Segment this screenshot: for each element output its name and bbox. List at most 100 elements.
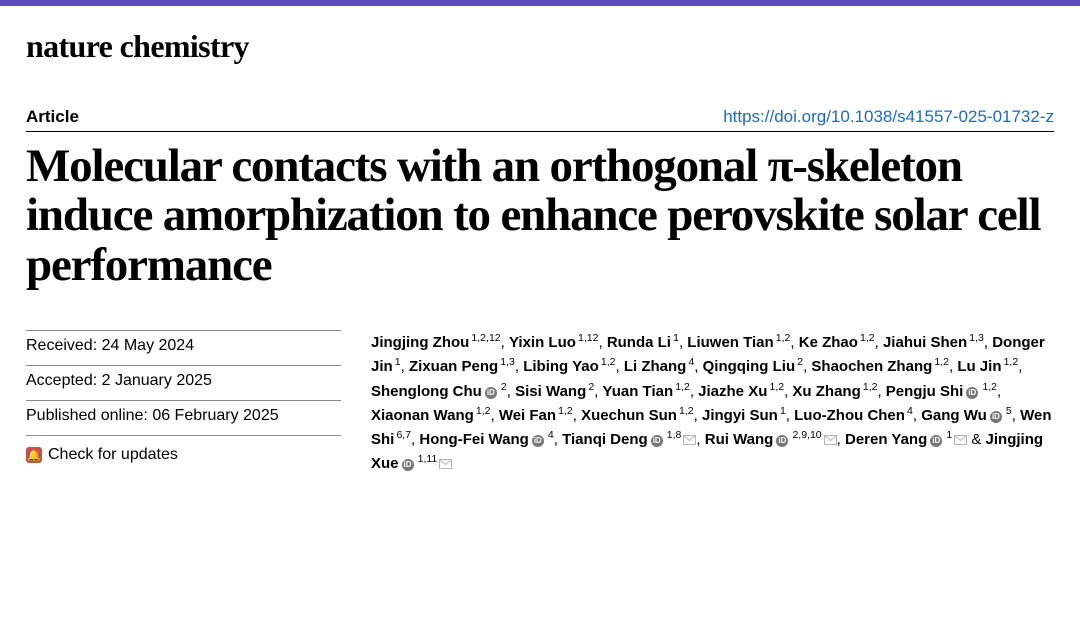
author-name: Runda Li <box>607 334 671 351</box>
author[interactable]: Lu Jin 1,2 <box>957 358 1018 375</box>
author-affiliations: 1,2 <box>474 405 491 417</box>
author-name: Jiazhe Xu <box>698 383 767 400</box>
author[interactable]: Li Zhang 4 <box>624 358 694 375</box>
author-separator: , <box>1012 407 1020 424</box>
author-affiliations: 1,2 <box>556 405 573 417</box>
author-affiliations: 5 <box>1004 405 1012 417</box>
author-affiliations: 2 <box>499 381 507 393</box>
author[interactable]: Jingjing Zhou 1,2,12 <box>371 334 501 351</box>
author-separator: , <box>913 407 921 424</box>
author-name: Xu Zhang <box>792 383 860 400</box>
author[interactable]: Shenglong ChuiD 2 <box>371 383 507 400</box>
author-name: Li Zhang <box>624 358 687 375</box>
mail-icon[interactable] <box>824 435 837 445</box>
check-for-updates[interactable]: 🔔 Check for updates <box>26 436 341 464</box>
author-name: Hong-Fei Wang <box>419 431 528 448</box>
mail-icon[interactable] <box>954 435 967 445</box>
author-separator: , <box>401 358 409 375</box>
author-affiliations: 1,2 <box>1001 356 1018 368</box>
received-date: Received: 24 May 2024 <box>26 330 341 366</box>
author-separator: , <box>837 431 845 448</box>
author-affiliations: 1 <box>393 356 401 368</box>
orcid-icon[interactable]: iD <box>930 435 942 447</box>
doi-link[interactable]: https://doi.org/10.1038/s41557-025-01732… <box>723 107 1054 127</box>
author-separator: , <box>1018 358 1022 375</box>
author[interactable]: Runda Li 1 <box>607 334 679 351</box>
author[interactable]: Zixuan Peng 1,3 <box>409 358 515 375</box>
author-name: Jingyi Sun <box>702 407 778 424</box>
author-name: Jingjing Zhou <box>371 334 469 351</box>
author-affiliations: 1,2 <box>599 356 616 368</box>
author-separator: , <box>594 383 602 400</box>
orcid-icon[interactable]: iD <box>402 459 414 471</box>
author-affiliations: 1,2 <box>774 332 791 344</box>
author[interactable]: Xiaonan Wang 1,2 <box>371 407 490 424</box>
orcid-icon[interactable]: iD <box>485 387 497 399</box>
orcid-icon[interactable]: iD <box>776 435 788 447</box>
author-name: Xiaonan Wang <box>371 407 474 424</box>
author[interactable]: Rui WangiD 2,9,10 <box>705 431 837 448</box>
lower-section: Received: 24 May 2024 Accepted: 2 Januar… <box>26 330 1054 476</box>
author-separator: , <box>690 383 698 400</box>
author-separator: , <box>490 407 498 424</box>
author-affiliations: 1,2 <box>673 381 690 393</box>
author-name: Gang Wu <box>921 407 987 424</box>
author-affiliations: 1,2 <box>932 356 949 368</box>
author-separator: , <box>573 407 581 424</box>
meta-row: Article https://doi.org/10.1038/s41557-0… <box>26 107 1054 132</box>
author-separator: , <box>507 383 515 400</box>
author-affiliations: 1,2 <box>858 332 875 344</box>
author[interactable]: Sisi Wang 2 <box>515 383 594 400</box>
mail-icon[interactable] <box>439 459 452 469</box>
accepted-date: Accepted: 2 January 2025 <box>26 366 341 401</box>
author[interactable]: Gang WuiD 5 <box>921 407 1012 424</box>
orcid-icon[interactable]: iD <box>532 435 544 447</box>
updates-bell-icon: 🔔 <box>26 447 42 463</box>
author[interactable]: Ke Zhao 1,2 <box>799 334 875 351</box>
author[interactable]: Shaochen Zhang 1,2 <box>811 358 949 375</box>
author-name: Xuechun Sun <box>581 407 677 424</box>
author-affiliations: 2 <box>586 381 594 393</box>
author-affiliations: 1,12 <box>576 332 599 344</box>
author-affiliations: 1 <box>778 405 786 417</box>
author-affiliations: 4 <box>905 405 913 417</box>
author-separator: , <box>501 334 509 351</box>
author[interactable]: Hong-Fei WangiD 4 <box>419 431 553 448</box>
author-affiliations: 2 <box>795 356 803 368</box>
author-affiliations: 1,2,12 <box>469 332 500 344</box>
author[interactable]: Pengju ShiiD 1,2 <box>886 383 997 400</box>
article-title: Molecular contacts with an orthogonal π-… <box>26 142 1054 290</box>
author-name: Luo-Zhou Chen <box>794 407 905 424</box>
article-header-region: nature chemistry Article https://doi.org… <box>0 6 1080 496</box>
author[interactable]: Deren YangiD 1 <box>845 431 967 448</box>
author[interactable]: Wei Fan 1,2 <box>499 407 573 424</box>
author[interactable]: Libing Yao 1,2 <box>523 358 615 375</box>
author-affiliations: 1,11 <box>416 453 438 465</box>
author-name: Rui Wang <box>705 431 774 448</box>
author-separator: , <box>554 431 562 448</box>
author[interactable]: Xuechun Sun 1,2 <box>581 407 694 424</box>
author-name: Lu Jin <box>957 358 1001 375</box>
author[interactable]: Tianqi DengiD 1,8 <box>562 431 696 448</box>
author[interactable]: Jingyi Sun 1 <box>702 407 786 424</box>
author[interactable]: Qingqing Liu 2 <box>703 358 803 375</box>
author-affiliations: 1,2 <box>980 381 997 393</box>
orcid-icon[interactable]: iD <box>651 435 663 447</box>
orcid-icon[interactable]: iD <box>966 387 978 399</box>
author-separator: , <box>515 358 523 375</box>
orcid-icon[interactable]: iD <box>990 411 1002 423</box>
author[interactable]: Xu Zhang 1,2 <box>792 383 877 400</box>
author-name: Yuan Tian <box>603 383 674 400</box>
author[interactable]: Liuwen Tian 1,2 <box>687 334 790 351</box>
author[interactable]: Jiazhe Xu 1,2 <box>698 383 784 400</box>
author[interactable]: Yixin Luo 1,12 <box>509 334 599 351</box>
author[interactable]: Luo-Zhou Chen 4 <box>794 407 913 424</box>
author-separator: & <box>967 431 985 448</box>
author-separator: , <box>696 431 704 448</box>
author[interactable]: Jiahui Shen 1,3 <box>883 334 984 351</box>
author-separator: , <box>786 407 794 424</box>
author-name: Liuwen Tian <box>687 334 773 351</box>
author[interactable]: Yuan Tian 1,2 <box>603 383 690 400</box>
author-name: Shaochen Zhang <box>811 358 932 375</box>
mail-icon[interactable] <box>683 435 696 445</box>
